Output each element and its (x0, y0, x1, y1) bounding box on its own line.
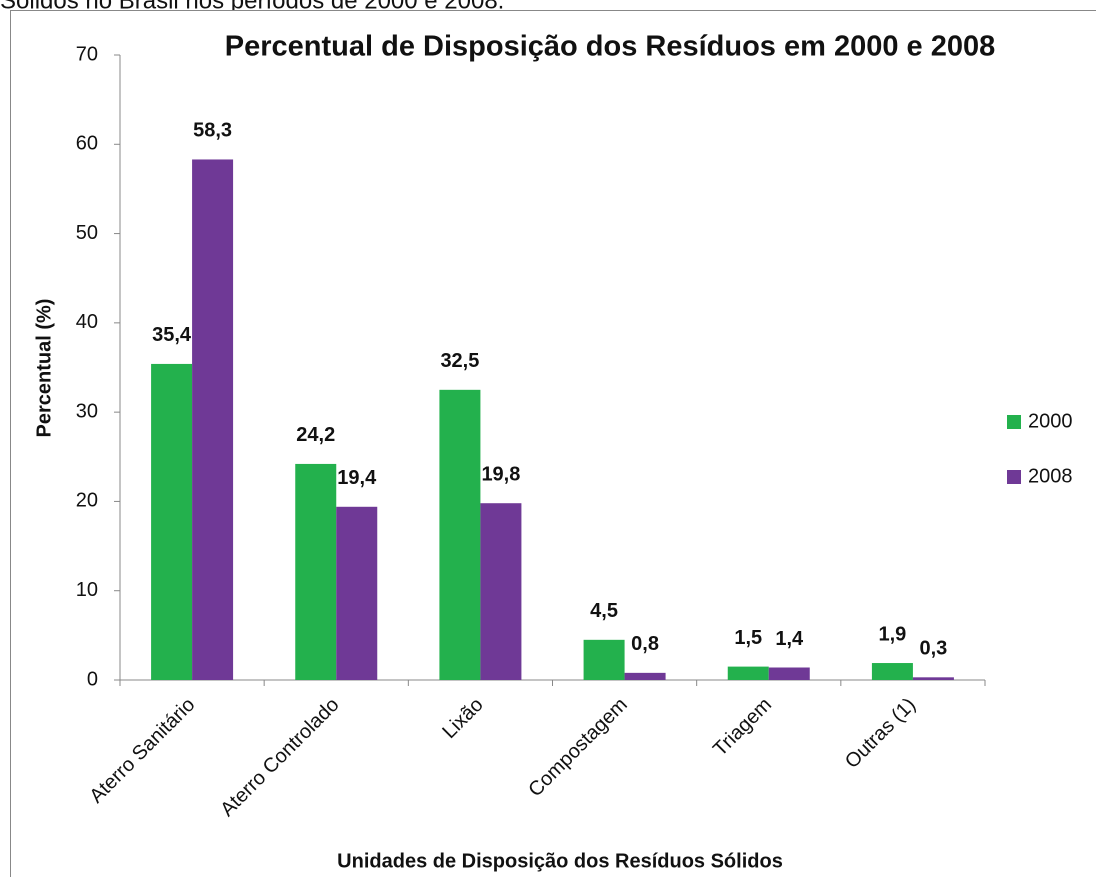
value-label: 0,3 (920, 638, 948, 660)
x-axis-label: Unidades de Disposição dos Resíduos Sóli… (337, 850, 783, 872)
bar (912, 677, 954, 680)
value-label: 32,5 (440, 350, 479, 372)
bar (151, 363, 193, 680)
bar (192, 159, 234, 680)
bar (295, 463, 337, 680)
y-tick-label: 10 (76, 579, 98, 601)
value-label: 1,4 (775, 628, 804, 650)
y-tick-label: 60 (76, 133, 98, 155)
bar (768, 667, 810, 680)
bar (480, 503, 522, 680)
y-tick-label: 50 (76, 222, 98, 244)
value-label: 1,9 (879, 623, 907, 645)
y-tick-label: 30 (76, 400, 98, 422)
y-tick-label: 70 (76, 43, 98, 65)
bar (583, 639, 625, 680)
y-tick-label: 40 (76, 311, 98, 333)
bar (624, 672, 666, 680)
legend-label: 2000 (1028, 410, 1073, 432)
value-label: 0,8 (631, 633, 659, 655)
bar (439, 389, 481, 680)
value-label: 1,5 (734, 627, 762, 649)
bar (336, 506, 378, 680)
value-label: 19,8 (481, 463, 520, 485)
chart-title: Percentual de Disposição dos Resíduos em… (225, 31, 995, 63)
y-axis-label: Percentual (%) (33, 299, 55, 438)
legend-swatch (1007, 470, 1021, 484)
value-label: 4,5 (590, 600, 618, 622)
value-label: 24,2 (296, 424, 335, 446)
y-tick-label: 0 (87, 668, 98, 690)
value-label: 35,4 (152, 324, 192, 346)
bar (871, 663, 913, 680)
value-label: 58,3 (193, 120, 232, 142)
legend-swatch (1007, 415, 1021, 429)
y-tick-label: 20 (76, 490, 98, 512)
bar (727, 666, 769, 680)
value-label: 19,4 (337, 467, 377, 489)
legend-label: 2008 (1028, 465, 1073, 487)
